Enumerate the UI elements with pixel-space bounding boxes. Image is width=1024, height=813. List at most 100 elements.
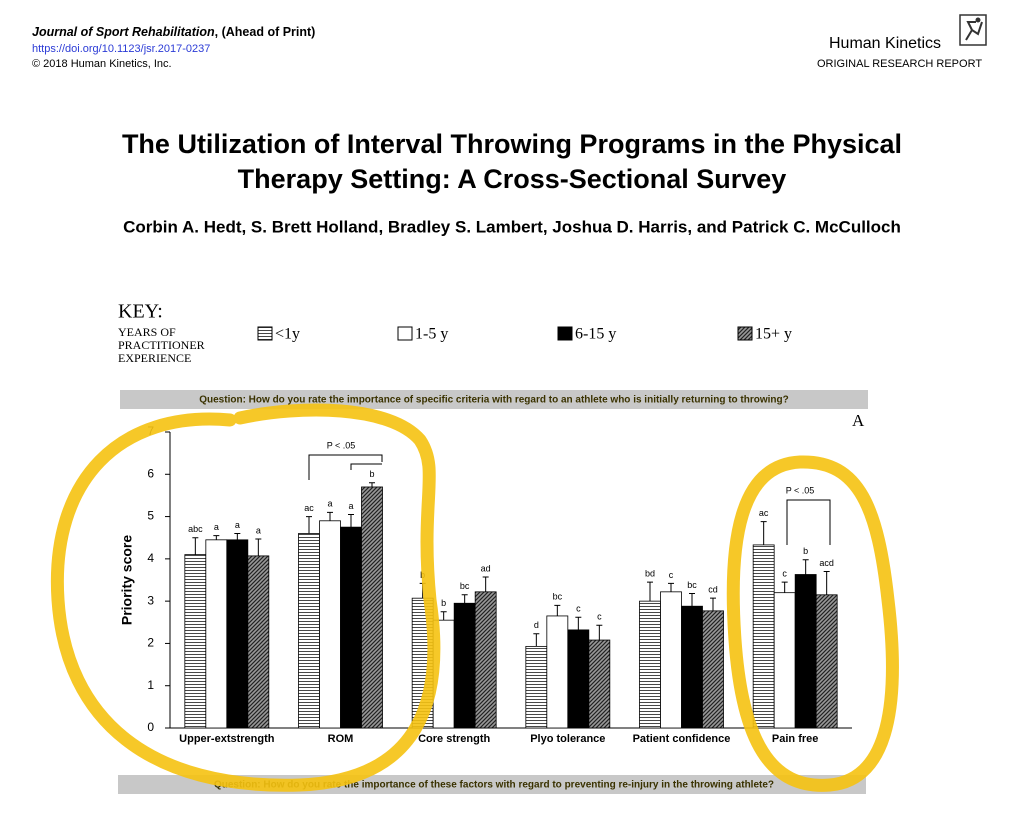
significance-letter: ac [304,503,314,513]
error-bar [554,604,561,616]
bar [205,539,228,729]
y-tick-label: 3 [147,593,154,607]
journal: Journal of Sport Rehabilitation [32,25,215,39]
legend-swatch [257,326,273,341]
bar [702,610,724,729]
y-tick-label: 7 [147,424,154,438]
error-bar [482,576,489,592]
bar [226,539,249,729]
error-bar [461,594,468,604]
error-bar [419,582,426,599]
error-bar [327,511,333,521]
question: Question: How do you rate the importance… [199,395,789,406]
significance-letter: c [597,612,602,622]
significance-letter: bd [645,568,655,578]
y-axis-label: Priority score [119,535,135,625]
bar [588,639,611,729]
error-bar [533,633,540,647]
title-line: The Utilization of Interval Throwing Pro… [122,129,902,159]
significance-letter: ac [759,508,769,518]
x-tick-label: Patient confidence [633,733,731,745]
significance-letter: cd [708,585,718,595]
error-bar [440,611,447,621]
error-bar [802,559,809,575]
key-subtitle: EXPERIENCE [118,351,191,365]
significance-letter: bc [687,580,697,590]
y-tick-label: 5 [147,509,154,523]
error-bar [596,624,603,641]
copyright: © 2018 Human Kinetics, Inc. [32,58,172,70]
key-subtitle: YEARS OF [118,325,176,339]
x-tick-label: Plyo tolerance [530,733,605,745]
bar [247,555,270,729]
significance-letter: a [256,525,261,535]
journal-status: , (Ahead of Print) [215,25,316,39]
question: Question: How do you rate the importance… [214,780,774,791]
significance-letter: b [441,598,446,608]
error-bar [234,532,241,540]
significance-letter: acd [819,558,834,568]
significance-letter: a [327,499,332,509]
significance-letter: bc [460,581,470,591]
y-tick-label: 6 [147,466,154,480]
bar [773,592,796,729]
x-tick-label: Pain free [772,733,818,745]
significance-letter: c [782,568,787,578]
bar [474,591,497,729]
panel-label: A [852,411,865,430]
significance-letter: b [420,570,425,580]
significance-letter: c [576,604,581,614]
significance-letter: c [669,570,674,580]
x-tick-label: ROM [328,733,354,745]
error-bar [710,597,716,611]
bar [411,597,434,729]
bar [340,526,362,729]
error-bar [306,516,312,534]
bar [298,533,320,729]
bar [546,615,569,729]
key-title: KEY: [118,301,163,323]
significance-letter: a [348,501,353,511]
report-type: ORIGINAL RESEARCH REPORT [817,58,982,70]
bar [639,600,661,729]
significance-letter: abc [188,524,203,534]
error-bar [781,581,788,593]
bar [794,574,817,729]
x-tick-label: Core strength [418,733,490,745]
bar [567,629,590,729]
error-bar [213,535,220,540]
significance-brackets [308,454,831,545]
significance-label: P < .05 [327,440,356,450]
bar [525,645,548,729]
legend-label: <1y [275,326,300,343]
y-tick-label: 2 [147,636,154,650]
bar [660,591,682,729]
error-bar [760,521,767,545]
doi-link[interactable]: https://doi.org/10.1123/jsr.2017-0237 [32,43,210,55]
legend-label: 1-5 y [415,326,448,343]
bar [361,486,383,729]
legend-swatch [397,326,413,341]
publisher-logo [959,14,987,46]
y-tick-label: 1 [147,678,154,692]
significance-letter: d [534,620,539,630]
error-bar [668,582,674,592]
significance-letter: b [803,546,808,556]
y-tick-label: 0 [147,720,154,734]
journal-line: Journal of Sport Rehabilitation, (Ahead … [32,25,315,39]
legend-swatch [557,326,573,341]
bar [184,554,207,729]
key-subtitle: PRACTITIONER [118,338,205,352]
x-tick-label: Upper-extstrength [179,733,275,745]
authors: Corbin A. Hedt, S. Brett Holland, Bradle… [123,217,901,236]
title-line: Therapy Setting: A Cross-Sectional Surve… [238,164,787,194]
y-tick-label: 4 [147,551,154,565]
significance-letter: ad [481,563,491,573]
significance-label: P < .05 [786,485,815,495]
error-bar [689,593,695,607]
bar [453,602,476,729]
error-bar [575,616,582,630]
legend-swatch [737,326,753,341]
